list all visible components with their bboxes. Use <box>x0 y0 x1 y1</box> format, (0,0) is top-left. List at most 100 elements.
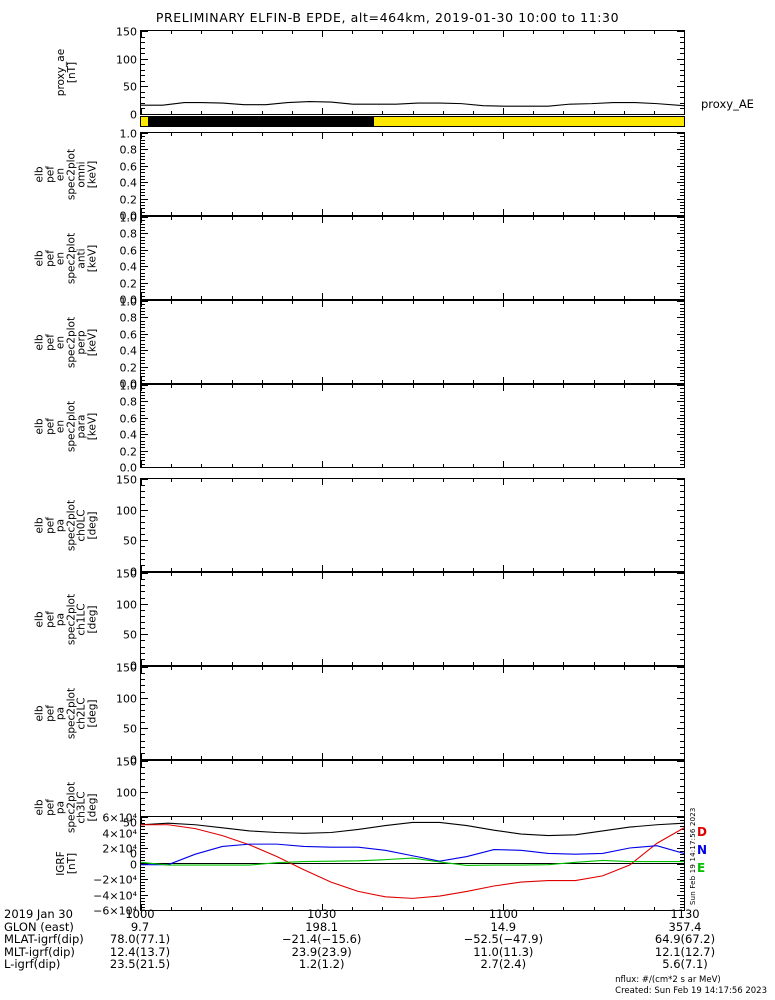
y-tick-minor <box>141 152 145 154</box>
y-tick-major <box>141 728 148 730</box>
x-tick-minor-top <box>261 385 263 388</box>
y-tick-major <box>141 479 148 480</box>
x-tick-major-bottom <box>503 461 504 467</box>
y-tick-major <box>141 249 148 251</box>
y-tick-minor <box>141 673 145 675</box>
x-tick-major-bottom <box>141 461 142 467</box>
x-tick-minor-top <box>231 217 233 220</box>
y-tick-minor-right <box>680 323 684 325</box>
y-tick-minor-right <box>680 779 684 781</box>
y-tick-label: 50 <box>123 816 137 830</box>
x-tick-minor-bottom <box>412 662 414 665</box>
x-tick-minor-bottom <box>472 907 474 910</box>
x-tick-minor-top <box>442 817 444 820</box>
y-tick-minor-right <box>680 246 684 248</box>
y-tick-minor <box>141 734 145 736</box>
x-tick-minor-top <box>201 573 203 576</box>
y-tick-minor <box>141 353 145 355</box>
x-tick-minor-bottom <box>472 464 474 467</box>
y-tick-minor <box>141 155 145 157</box>
x-tick-major-bottom <box>141 659 142 665</box>
x-tick-minor-bottom <box>593 568 595 571</box>
x-tick-minor-top <box>291 217 293 220</box>
annotation-value: −21.4(−15.6) <box>281 932 362 947</box>
panel-igrf: 6×10⁴ 4×10⁴ 2×10⁴ 0 −2×10⁴ −4×10⁴ −6×10⁴ <box>93 813 685 917</box>
y-tick-minor-right <box>680 444 684 446</box>
x-tick-minor-bottom <box>533 380 535 383</box>
y-axis-title-line: ch0LC <box>75 508 88 542</box>
y-tick-major-right <box>677 385 684 386</box>
y-tick-minor-right <box>680 820 684 822</box>
y-tick-label: 0.2 <box>119 277 138 291</box>
y-tick-minor <box>141 875 145 877</box>
x-tick-minor-top <box>201 817 203 820</box>
y-tick-major <box>141 832 148 834</box>
x-tick-minor-bottom <box>201 296 203 299</box>
x-tick-major-top <box>322 133 323 139</box>
y-tick-minor-right <box>680 230 684 232</box>
y-tick-minor-right <box>680 882 684 884</box>
y-tick-minor-right <box>680 597 684 599</box>
y-tick-minor <box>141 80 145 82</box>
y-tick-label: 0.6 <box>119 412 138 426</box>
x-tick-minor-top <box>382 761 384 764</box>
y-tick-minor <box>141 640 145 642</box>
y-tick-minor <box>141 394 145 396</box>
x-tick-minor-bottom <box>593 111 595 114</box>
y-axis-title-line: [deg] <box>86 511 98 539</box>
y-tick-minor <box>141 307 145 309</box>
y-tick-minor <box>141 829 145 831</box>
x-tick-major-top <box>503 761 504 767</box>
y-tick-major-right <box>677 434 684 436</box>
y-axis-title-line: elb <box>33 610 46 628</box>
y-tick-minor <box>141 803 145 805</box>
y-tick-minor <box>141 885 145 887</box>
x-tick-major-top <box>322 667 323 673</box>
y-tick-minor <box>141 503 145 505</box>
x-tick-minor-bottom <box>593 756 595 759</box>
x-tick-major-top <box>141 573 142 579</box>
y-tick-minor-right <box>680 685 684 687</box>
igrf-legend-d: D <box>697 825 707 839</box>
x-tick-minor-top <box>201 133 203 136</box>
y-tick-minor <box>141 272 145 274</box>
x-tick-minor-top <box>352 133 354 136</box>
x-tick-minor-top <box>623 479 625 482</box>
y-tick-minor <box>141 53 145 55</box>
y-axis-title-line: [keV] <box>86 412 98 440</box>
x-tick-minor-bottom <box>653 756 655 759</box>
y-tick-minor <box>141 97 145 99</box>
y-axis-title-en-anti: elb pef en spec2plot anti [keV] <box>34 216 99 300</box>
x-tick-minor-top <box>623 301 625 304</box>
y-axis-title-line: omni <box>75 160 88 188</box>
panel-plot-area-en-perp <box>141 301 684 383</box>
y-axis-title-line: elb <box>33 165 46 183</box>
x-tick-minor-top <box>593 133 595 136</box>
y-tick-minor <box>141 558 145 560</box>
y-tick-minor <box>141 882 145 884</box>
x-tick-minor-top <box>201 301 203 304</box>
y-tick-minor <box>141 91 145 93</box>
y-tick-minor-right <box>680 36 684 38</box>
y-tick-label: 0.6 <box>119 160 138 174</box>
y-tick-minor <box>141 903 145 905</box>
x-tick-minor-top <box>352 667 354 670</box>
x-tick-minor-bottom <box>533 907 535 910</box>
y-tick-major <box>141 697 148 699</box>
y-tick-minor <box>141 891 145 893</box>
x-tick-minor-top <box>412 479 414 482</box>
y-tick-minor <box>141 872 145 874</box>
x-tick-minor-top <box>653 667 655 670</box>
y-tick-minor <box>141 162 145 164</box>
x-tick-major-top <box>503 667 504 673</box>
y-tick-minor-right <box>680 272 684 274</box>
x-tick-minor-bottom <box>231 111 233 114</box>
x-tick-minor-bottom <box>291 662 293 665</box>
created-timestamp-vertical: Sun Feb 19 14:17:56 2023 <box>689 807 697 905</box>
y-tick-minor-right <box>680 363 684 365</box>
y-tick-minor <box>141 609 145 611</box>
y-tick-label: −4×10⁴ <box>93 889 137 902</box>
y-tick-label: 0.0 <box>119 377 138 391</box>
y-tick-minor <box>141 440 145 442</box>
y-tick-minor <box>141 491 145 493</box>
